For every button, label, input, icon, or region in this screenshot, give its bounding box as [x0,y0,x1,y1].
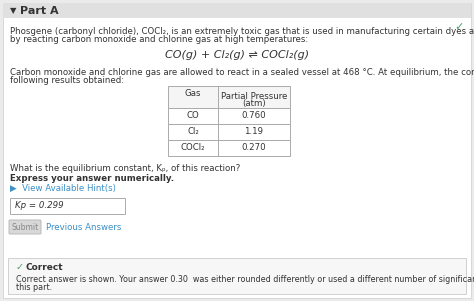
Text: this part.: this part. [16,283,52,292]
Text: ✓: ✓ [455,22,464,32]
Text: Partial Pressure: Partial Pressure [221,92,287,101]
Text: Previous Answers: Previous Answers [46,222,121,231]
Bar [10,198,125,214]
Text: Part A: Part A [20,6,59,16]
Text: Express your answer numerically.: Express your answer numerically. [10,174,174,183]
Text: 1.19: 1.19 [245,128,264,136]
Text: CO: CO [187,111,200,120]
Bar [168,86,290,108]
Text: ▶  View Available Hint(s): ▶ View Available Hint(s) [10,184,116,193]
Text: Correct: Correct [26,262,64,272]
Text: ▼: ▼ [10,7,17,15]
Bar [168,108,290,124]
Bar [168,124,290,140]
Text: 0.270: 0.270 [242,144,266,153]
Bar [8,258,466,294]
Text: Phosgene (carbonyl chloride), COCl₂, is an extremely toxic gas that is used in m: Phosgene (carbonyl chloride), COCl₂, is … [10,27,474,36]
Text: Gas: Gas [185,89,201,98]
Text: (atm): (atm) [242,99,266,108]
Text: following results obtained:: following results obtained: [10,76,124,85]
Bar [168,140,290,156]
Text: 0.760: 0.760 [242,111,266,120]
Text: Kp = 0.299: Kp = 0.299 [15,201,64,210]
Text: Carbon monoxide and chlorine gas are allowed to react in a sealed vessel at 468 : Carbon monoxide and chlorine gas are all… [10,68,474,77]
Text: What is the equilibrium constant, Kₚ, of this reaction?: What is the equilibrium constant, Kₚ, of… [10,164,240,173]
Text: Cl₂: Cl₂ [187,128,199,136]
Bar [3,3,471,18]
Text: COCl₂: COCl₂ [181,144,205,153]
Text: Correct answer is shown. Your answer 0.30  was either rounded differently or use: Correct answer is shown. Your answer 0.3… [16,275,474,284]
Text: ✓: ✓ [16,262,24,272]
Text: Submit: Submit [11,222,38,231]
Text: CO(g) + Cl₂(g) ⇌ COCl₂(g): CO(g) + Cl₂(g) ⇌ COCl₂(g) [165,50,309,60]
FancyBboxPatch shape [9,220,41,234]
Text: by reacting carbon monoxide and chlorine gas at high temperatures:: by reacting carbon monoxide and chlorine… [10,35,308,44]
